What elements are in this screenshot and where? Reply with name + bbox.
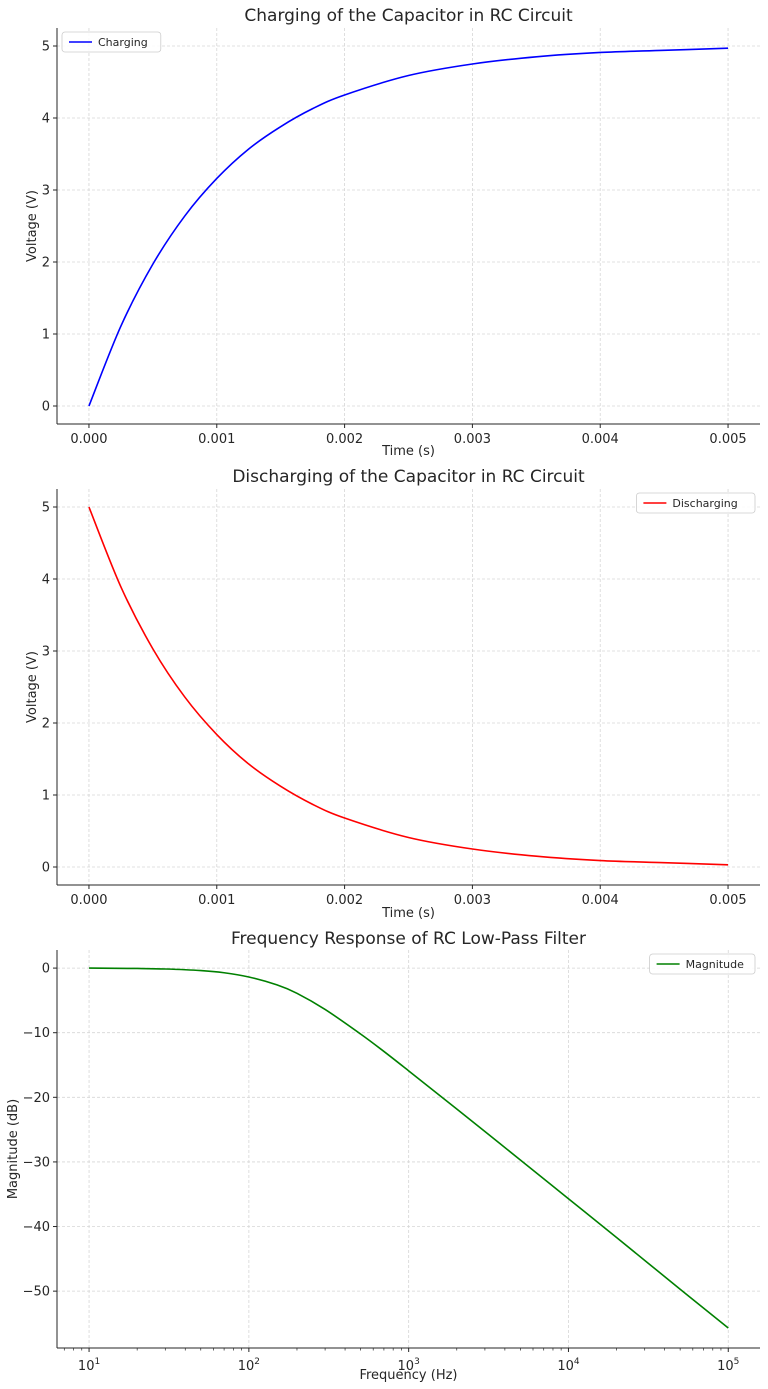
x-axis-label: Frequency (Hz)	[359, 1368, 457, 1383]
x-tick-label: 0.003	[454, 432, 491, 447]
y-tick-label: 3	[42, 645, 50, 660]
y-axis-label: Voltage (V)	[25, 190, 40, 262]
y-tick-label: 4	[42, 112, 50, 127]
frequency-response-plot: 101 102 103 104 1050−10−20−30−40−50Magnitude…	[6, 929, 760, 1383]
discharging-plot: 0.000 0.001 0.002 0.003 0.004 0.005 0 1 2 3 4 5 Disc…	[25, 467, 760, 921]
y-tick-label: −20	[23, 1091, 50, 1106]
x-tick-label-base: 10	[238, 1359, 255, 1374]
x-tick-label: 0.000	[70, 893, 107, 908]
x-tick-label: 102	[238, 1357, 260, 1374]
x-tick-label: 0.001	[198, 432, 235, 447]
x-tick-label: 103	[398, 1357, 420, 1374]
legend-label: Magnitude	[686, 958, 745, 971]
legend-box	[636, 492, 756, 514]
y-tick-label: 2	[42, 256, 50, 271]
y-tick-label: −10	[23, 1026, 50, 1041]
y-tick-label: 2	[42, 717, 50, 732]
x-tick-label: 0.000	[70, 432, 107, 447]
y-tick-label: 3	[42, 184, 50, 199]
chart-title: Discharging of the Capacitor in RC Circu…	[232, 467, 585, 487]
x-tick-label-base: 10	[78, 1359, 95, 1374]
y-tick-label: 5	[42, 501, 50, 516]
x-tick-label: 0.005	[709, 432, 746, 447]
legend-box	[61, 31, 162, 53]
x-tick-label: 101	[78, 1357, 100, 1374]
x-tick-label-base: 10	[398, 1359, 415, 1374]
y-tick-label: 0	[42, 400, 50, 415]
x-tick-label-base: 10	[717, 1359, 734, 1374]
y-axis-label: Magnitude (dB)	[6, 1099, 21, 1199]
y-tick-label: −40	[23, 1220, 50, 1235]
x-tick-label: 0.003	[454, 893, 491, 908]
y-axis-label: Voltage (V)	[25, 651, 40, 723]
charging-plot: 0.000 0.001 0.002 0.003 0.004 0.005 0 1 2 3 4 5 Char…	[25, 6, 760, 459]
y-tick-label: −50	[23, 1285, 50, 1300]
series-line-charging	[88, 47, 729, 407]
y-tick-label: 0	[42, 861, 50, 876]
y-tick-label: 5	[42, 40, 50, 55]
x-tick-label-exponent: 2	[254, 1357, 260, 1367]
y-tick-label: −30	[23, 1155, 50, 1170]
x-tick-label: 104	[557, 1357, 580, 1374]
x-tick-label: 0.002	[326, 893, 363, 908]
x-tick-label: 105	[717, 1357, 739, 1374]
y-tick-label: 4	[42, 573, 50, 588]
series-line-discharging	[88, 506, 729, 866]
x-tick-label: 0.004	[582, 432, 619, 447]
x-tick-label-exponent: 1	[94, 1357, 100, 1367]
x-tick-label: 0.004	[582, 893, 619, 908]
legend-box	[649, 953, 756, 975]
chart-title: Charging of the Capacitor in RC Circuit	[244, 6, 573, 26]
x-tick-label: 0.002	[326, 432, 363, 447]
x-tick-label-exponent: 5	[734, 1357, 740, 1367]
y-tick-label: 1	[42, 328, 50, 343]
y-tick-label: 1	[42, 789, 50, 804]
x-tick-label: 0.005	[709, 893, 746, 908]
x-axis-label: Time (s)	[381, 906, 435, 921]
x-tick-label-exponent: 4	[574, 1357, 580, 1367]
series-line-magnitude	[89, 967, 729, 1329]
x-axis-label: Time (s)	[381, 444, 435, 459]
x-tick-label-exponent: 3	[414, 1357, 420, 1367]
x-tick-label-base: 10	[557, 1359, 574, 1374]
legend-label: Discharging	[672, 497, 737, 510]
legend-label: Charging	[98, 36, 148, 49]
chart-title: Frequency Response of RC Low-Pass Filter	[231, 929, 586, 949]
y-tick-label: 0	[42, 962, 50, 977]
x-tick-label: 0.001	[198, 893, 235, 908]
